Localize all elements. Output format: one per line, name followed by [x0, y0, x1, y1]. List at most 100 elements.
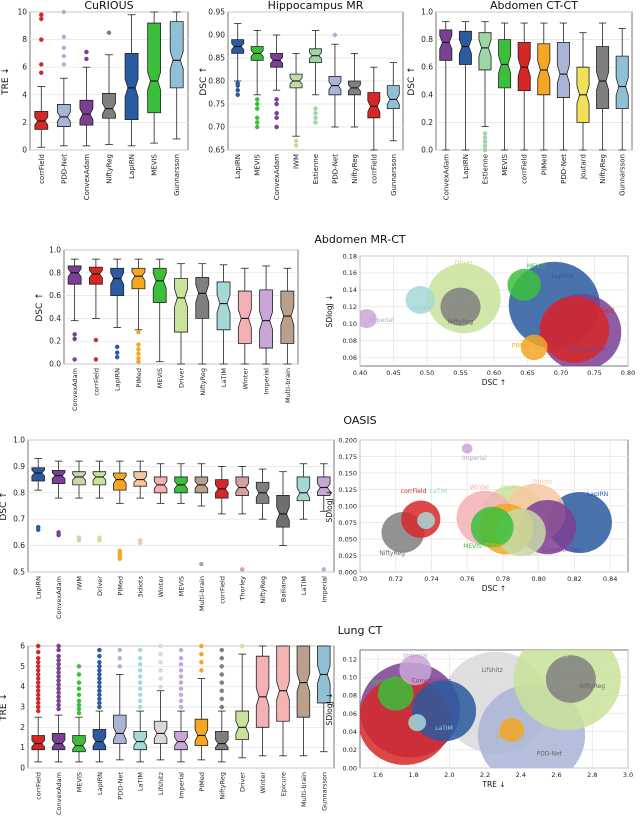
- x-tick-label: ConvexAdam: [83, 154, 91, 200]
- x-tick-label: PIMed: [540, 154, 548, 175]
- outlier-point: [76, 672, 82, 677]
- x-tick-label: corrField: [370, 154, 378, 184]
- outlier-point: [76, 706, 82, 712]
- outlier-point: [76, 538, 82, 543]
- bubble-label-lapirn: LapIRN: [552, 273, 573, 280]
- y-tick-label: 4: [20, 682, 25, 691]
- box-3idiots: [133, 460, 147, 546]
- outlier-point: [178, 686, 184, 691]
- outlier-point: [97, 664, 102, 669]
- box-niftyreg: [255, 468, 270, 520]
- bubble-label-mevis: MEVIS: [463, 543, 482, 550]
- x-tick-label: MEVIS: [254, 153, 262, 175]
- box-estienne: [478, 21, 492, 153]
- box-driver: [174, 263, 188, 365]
- bubble-niftyreg: [440, 287, 481, 326]
- outlier-point: [178, 680, 184, 685]
- box-body: [235, 710, 249, 740]
- box-mevis: [174, 463, 188, 504]
- x-tick-label: Imperial: [178, 772, 186, 799]
- x-tick-label: corrField: [92, 368, 100, 396]
- outlier-point: [35, 684, 41, 689]
- x-tick-label: MEVIS: [76, 772, 84, 792]
- x-tick-label: 3idiots: [137, 575, 145, 597]
- x-tick-label: MEVIS: [151, 153, 159, 175]
- box-gunnarsson: [386, 62, 400, 142]
- outlier-point: [114, 354, 120, 360]
- box-body: [276, 495, 290, 528]
- x-tick-label: Imperial: [263, 368, 271, 395]
- outlier-point: [35, 660, 41, 665]
- outlier-point: [76, 686, 82, 691]
- x-tick-label: NiftyReg: [351, 154, 359, 184]
- y-tick-label: 0.075: [338, 519, 357, 527]
- bubble-label-corrfield: corrField: [392, 748, 418, 755]
- x-axis-label: DSC ↑: [482, 378, 506, 387]
- box-body: [124, 53, 139, 121]
- y-tick-label: 0.100: [338, 502, 357, 510]
- box-corrfield: [89, 258, 103, 362]
- bubble-niftyreg: [545, 655, 596, 703]
- outlier-point: [76, 702, 82, 708]
- box-driver: [235, 643, 249, 759]
- outlier-point: [35, 527, 41, 533]
- outlier-point: [35, 704, 41, 710]
- x-tick-label: 2.0: [444, 771, 454, 779]
- box-body: [56, 104, 71, 127]
- y-tick-label: 0.00: [343, 764, 357, 772]
- box-body: [255, 655, 270, 728]
- bubble-pimed: [499, 717, 525, 742]
- y-tick-label: 0.90: [208, 31, 225, 40]
- bubble-label-iwm: IWM: [525, 551, 538, 558]
- box-corrfield: [367, 66, 381, 151]
- outlier-point: [56, 653, 61, 659]
- outlier-point: [56, 532, 61, 538]
- outlier-point: [56, 657, 61, 663]
- y-tick-label: 0.6: [421, 63, 433, 72]
- outlier-point: [61, 9, 67, 15]
- box-pimed: [113, 460, 127, 562]
- x-axis-label: DSC ↑: [482, 584, 506, 593]
- y-tick-label: 0.85: [208, 54, 225, 63]
- x-tick-label: Estienne: [312, 154, 320, 184]
- outlier-point: [56, 702, 61, 708]
- box-latim: [216, 264, 231, 365]
- outlier-point: [158, 676, 163, 681]
- box-multi-brain: [194, 463, 209, 567]
- x-tick-label: NiftyReg: [106, 154, 114, 184]
- box-winter: [255, 645, 270, 757]
- box-convexadam: [51, 643, 66, 763]
- bubble-label-mevis: MEVIS: [527, 263, 546, 270]
- outlier-point: [35, 655, 41, 661]
- x-tick-label: PDD-Net: [116, 772, 124, 800]
- outlier-point: [117, 556, 123, 562]
- outlier-point: [178, 668, 184, 673]
- y-tick-label: 1.0: [421, 8, 433, 17]
- x-tick-label: Multi-brain: [198, 576, 206, 611]
- y-tick-label: 0.06: [343, 710, 357, 718]
- x-tick-label: LapIRN: [35, 576, 43, 599]
- box-mevis: [250, 29, 264, 130]
- outlier-point: [219, 688, 225, 693]
- x-tick-label: 0.80: [621, 369, 635, 377]
- outlier-point: [35, 649, 41, 655]
- outlier-point: [56, 706, 61, 712]
- outlier-point: [313, 110, 318, 116]
- bubble-label-convexadam: ConvexAdam: [412, 678, 452, 685]
- x-tick-label: 0.70: [353, 575, 367, 583]
- x-tick-label: ConvexAdam: [55, 576, 63, 619]
- outlier-point: [97, 672, 102, 677]
- outlier-point: [39, 37, 44, 42]
- box-iwm: [72, 460, 86, 543]
- outlier-point: [482, 135, 488, 140]
- outlier-point: [56, 682, 61, 687]
- y-tick-label: 0.025: [338, 552, 357, 560]
- box-lapirn: [110, 258, 125, 360]
- y-axis-label: DSC ↑: [199, 66, 209, 95]
- box-body: [517, 41, 531, 92]
- box-imperial: [259, 265, 273, 365]
- outlier-point: [136, 346, 141, 352]
- x-tick-label: corrField: [218, 576, 226, 604]
- y-tick-label: 0.9: [13, 462, 25, 471]
- bubble-layer: [360, 650, 621, 768]
